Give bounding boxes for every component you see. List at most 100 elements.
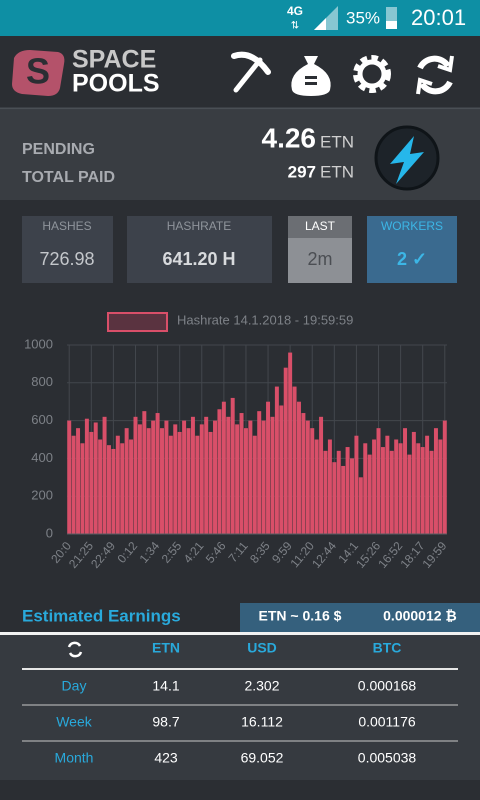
legend-label: Hashrate 14.1.2018 - 19:59:59 [177, 312, 353, 327]
cell: 14.1 [152, 678, 179, 694]
bar [323, 450, 328, 534]
bar [429, 450, 434, 534]
bar [111, 448, 116, 534]
bar [98, 439, 103, 534]
bar [146, 428, 151, 534]
bar [199, 424, 204, 534]
refresh-icon[interactable] [416, 55, 454, 95]
bar [208, 431, 213, 534]
network-arrows: ⇅ [291, 21, 299, 32]
money-bag-icon[interactable] [291, 56, 331, 96]
signal-icon [314, 18, 326, 30]
bar [283, 367, 288, 534]
bar [363, 443, 368, 534]
table-refresh-icon[interactable] [67, 641, 83, 658]
bar [398, 443, 403, 534]
status-bar [0, 0, 480, 36]
bar [310, 428, 315, 534]
rate-btc: 0.000012 ₿ [383, 608, 457, 624]
bar [345, 447, 350, 534]
bar [416, 443, 421, 534]
bar [305, 420, 310, 534]
bar [142, 411, 147, 534]
bar [248, 420, 253, 534]
bar [124, 428, 129, 534]
rate-usd: ETN ~ 0.16 $ [259, 608, 342, 624]
bar [336, 450, 341, 534]
y-tick-label: 600 [31, 412, 53, 427]
bar [155, 413, 160, 534]
bar [195, 435, 200, 534]
bar [89, 431, 94, 534]
cell: 98.7 [152, 714, 179, 730]
bar [341, 465, 346, 534]
network: 4G [287, 4, 303, 18]
battery-icon [386, 21, 397, 29]
bar [230, 397, 235, 534]
y-tick-label: 800 [31, 374, 53, 389]
y-tick-label: 0 [46, 525, 53, 540]
bar [372, 439, 377, 534]
pending-value: 4.26 [262, 122, 317, 153]
bar [301, 413, 306, 534]
app-header [0, 36, 480, 108]
y-tick-label: 400 [31, 450, 53, 465]
row-label: Day [62, 678, 87, 694]
bar [376, 428, 381, 534]
bar [411, 431, 416, 534]
pending-unit: ETN [320, 132, 354, 151]
bar [115, 435, 120, 534]
bar [332, 462, 337, 534]
cell: 423 [154, 750, 178, 766]
divider [0, 632, 480, 635]
rate-box [240, 603, 480, 632]
bar [84, 418, 89, 534]
bar [137, 424, 142, 534]
bar [80, 443, 85, 534]
bar [129, 439, 134, 534]
row-label: Week [56, 714, 93, 730]
stat-label: HASHES [42, 219, 91, 233]
bar [173, 424, 178, 534]
settings-icon[interactable] [353, 55, 391, 93]
bar [274, 386, 279, 534]
footer [0, 780, 480, 800]
bar [71, 435, 76, 534]
column-header: ETN [152, 640, 180, 656]
stat-label: LAST [305, 219, 336, 233]
bar [266, 401, 271, 534]
bar [385, 435, 390, 534]
paid-unit: ETN [320, 162, 354, 181]
bar [327, 439, 332, 534]
cell: 69.052 [241, 750, 284, 766]
table-rows: Day 14.1 2.302 0.000168 Week 98.7 16.112 0.0011… [55, 678, 417, 766]
stat-label: WORKERS [381, 219, 443, 233]
bar [93, 422, 98, 534]
bar [314, 439, 319, 534]
clock: 20:01 [411, 5, 466, 30]
bar [226, 416, 231, 534]
paid-value: 297 [288, 162, 316, 181]
bar [186, 428, 191, 534]
stat-box [22, 216, 113, 283]
pickaxe-icon[interactable] [231, 51, 271, 93]
cell: 16.112 [241, 714, 283, 730]
bar [190, 416, 195, 534]
bar [168, 435, 173, 534]
bar [358, 477, 363, 534]
earnings-title: Estimated Earnings [22, 606, 181, 625]
y-tick-label: 1000 [24, 336, 53, 351]
cell: 0.005038 [358, 750, 417, 766]
bar [133, 416, 138, 534]
legend-swatch [107, 312, 168, 332]
bar [442, 420, 447, 534]
bar [239, 413, 244, 534]
cell: 0.001176 [358, 714, 416, 730]
bar [296, 401, 301, 534]
bar [221, 401, 226, 534]
row-label: Month [55, 750, 94, 766]
bar [403, 428, 408, 534]
logo-bottom: POOLS [72, 70, 160, 98]
bar [354, 435, 359, 534]
